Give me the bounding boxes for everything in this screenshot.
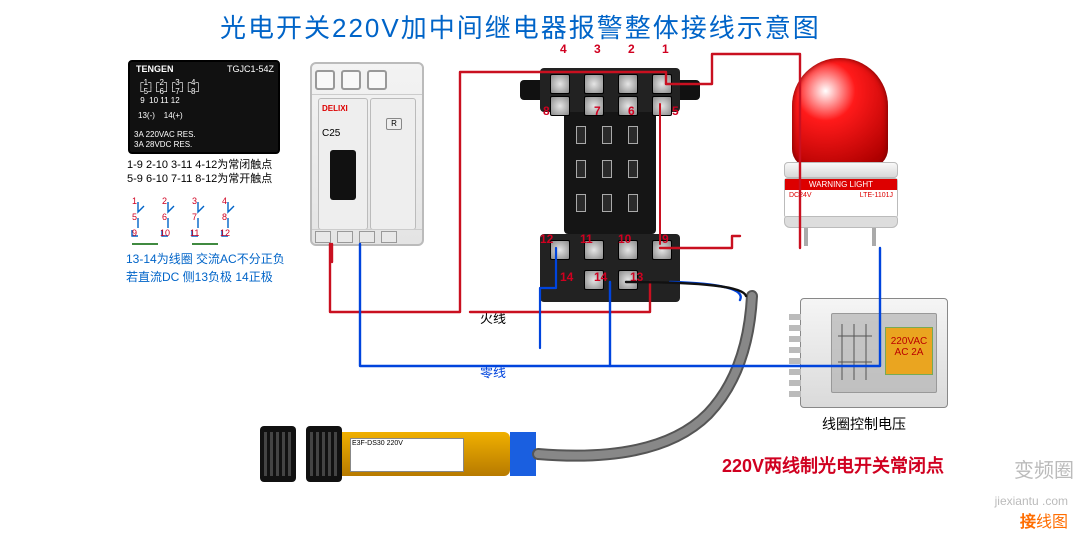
watermark-domain: jiexiantu .com xyxy=(995,494,1068,508)
wiring-diagram-canvas: { "title":"光电开关220V加中间继电器报警整体接线示意图", "te… xyxy=(0,0,1080,536)
wiring-svg xyxy=(0,0,1080,536)
watermark-bpq: 变频圈 xyxy=(1014,454,1074,483)
watermark-site: 接线图 xyxy=(1020,508,1068,532)
